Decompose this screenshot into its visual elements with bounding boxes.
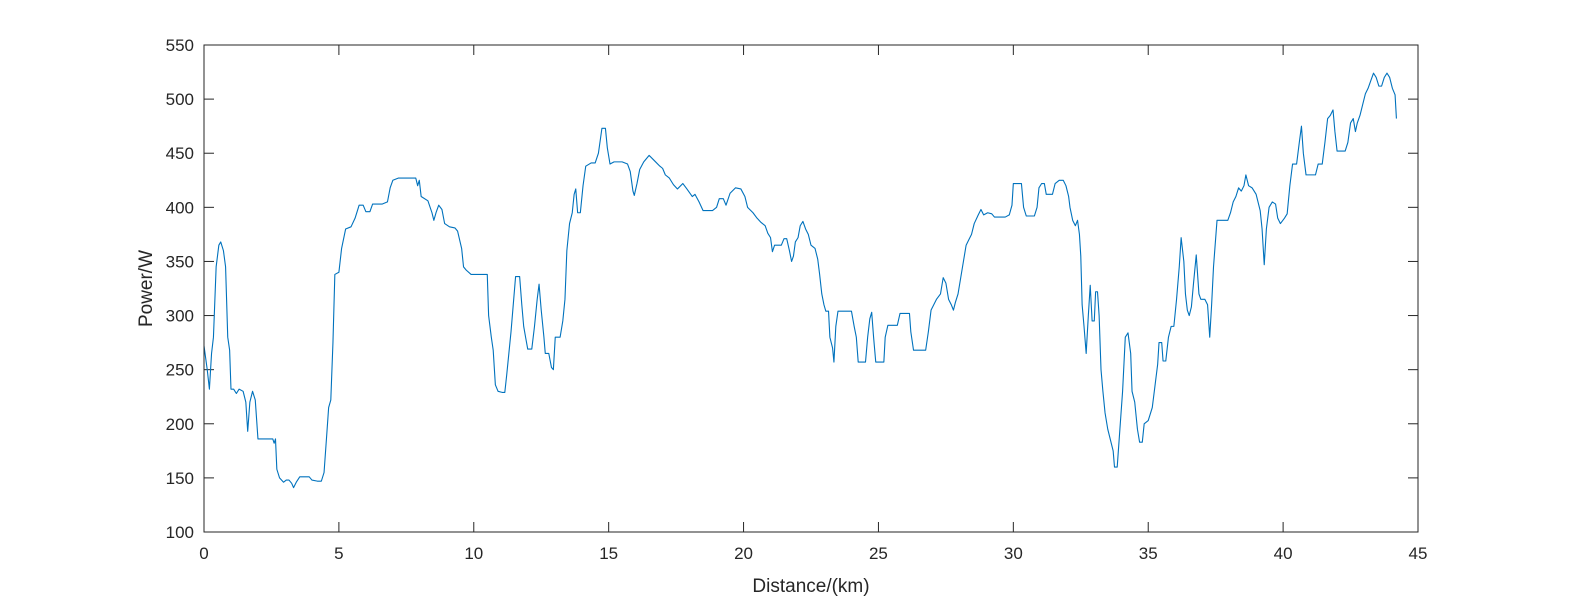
y-axis-label: Power/W — [136, 250, 157, 327]
x-tick-label: 10 — [464, 544, 483, 563]
x-tick-label: 15 — [599, 544, 618, 563]
y-tick-label: 200 — [166, 415, 194, 434]
y-tick-label: 400 — [166, 198, 194, 217]
x-tick-label: 40 — [1274, 544, 1293, 563]
x-tick-label: 25 — [869, 544, 888, 563]
y-tick-label: 450 — [166, 144, 194, 163]
y-tick-label: 250 — [166, 361, 194, 380]
y-tick-label: 150 — [166, 469, 194, 488]
y-tick-label: 550 — [166, 36, 194, 55]
x-tick-label: 45 — [1409, 544, 1428, 563]
series-layer — [203, 72, 1397, 489]
plot-area — [204, 45, 1418, 532]
plot-frame — [203, 44, 1419, 533]
ticks-layer: 0 5 10 15 20 25 30 35 40 45 100 150 200 250 300 350 400 4… — [166, 36, 1428, 563]
x-tick-label: 20 — [734, 544, 753, 563]
y-tick-label: 350 — [166, 252, 194, 271]
y-tick-label: 300 — [166, 307, 194, 326]
x-axis-label: Distance/(km) — [752, 576, 869, 597]
x-tick-label: 0 — [199, 544, 208, 563]
series-line-0 — [203, 72, 1397, 489]
y-tick-label: 500 — [166, 90, 194, 109]
x-tick-label: 5 — [334, 544, 343, 563]
x-tick-label: 35 — [1139, 544, 1158, 563]
y-tick-label: 100 — [166, 523, 194, 542]
x-tick-label: 30 — [1004, 544, 1023, 563]
